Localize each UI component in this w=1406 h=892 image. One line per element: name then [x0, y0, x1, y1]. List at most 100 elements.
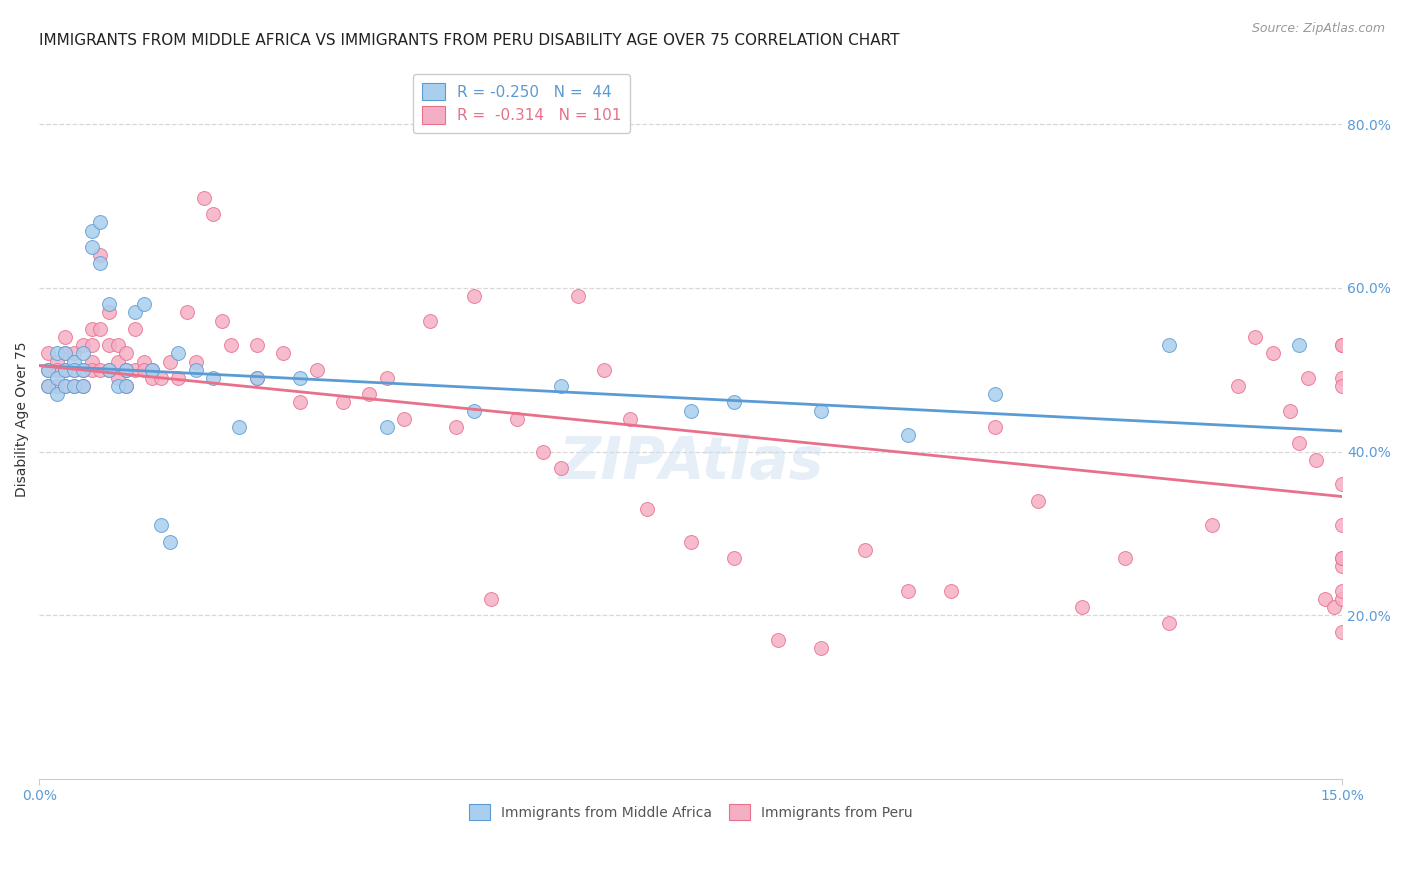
Point: [150, 518, 173, 533]
Point: [72, 362, 94, 376]
Point: [567, 289, 589, 303]
Point: [1227, 379, 1250, 393]
Point: [463, 403, 485, 417]
Point: [1331, 338, 1354, 352]
Point: [80, 362, 103, 376]
Point: [1157, 616, 1180, 631]
Point: [984, 420, 1007, 434]
Point: [550, 379, 572, 393]
Point: [810, 640, 832, 655]
Point: [115, 362, 138, 376]
Point: [72, 362, 94, 376]
Y-axis label: Disability Age Over 75: Disability Age Over 75: [15, 341, 30, 497]
Point: [245, 371, 267, 385]
Point: [55, 330, 77, 344]
Point: [1201, 518, 1223, 533]
Text: IMMIGRANTS FROM MIDDLE AFRICA VS IMMIGRANTS FROM PERU DISABILITY AGE OVER 75 COR: IMMIGRANTS FROM MIDDLE AFRICA VS IMMIGRA…: [39, 33, 900, 48]
Point: [1305, 452, 1327, 467]
Point: [479, 591, 502, 606]
Point: [202, 207, 225, 221]
Point: [63, 379, 86, 393]
Point: [72, 346, 94, 360]
Point: [984, 387, 1007, 401]
Point: [55, 346, 77, 360]
Point: [80, 322, 103, 336]
Point: [271, 346, 294, 360]
Point: [63, 354, 86, 368]
Point: [159, 534, 181, 549]
Point: [115, 379, 138, 393]
Point: [375, 420, 398, 434]
Point: [55, 346, 77, 360]
Point: [63, 362, 86, 376]
Point: [184, 354, 207, 368]
Point: [97, 305, 120, 319]
Point: [679, 403, 702, 417]
Point: [55, 362, 77, 376]
Point: [124, 322, 146, 336]
Point: [45, 379, 67, 393]
Point: [1331, 338, 1354, 352]
Point: [593, 362, 616, 376]
Point: [115, 346, 138, 360]
Point: [419, 313, 441, 327]
Point: [55, 379, 77, 393]
Point: [37, 379, 59, 393]
Point: [89, 256, 111, 270]
Point: [550, 461, 572, 475]
Point: [45, 354, 67, 368]
Point: [766, 632, 789, 647]
Point: [167, 346, 190, 360]
Point: [115, 362, 138, 376]
Point: [80, 354, 103, 368]
Point: [202, 371, 225, 385]
Point: [1313, 591, 1336, 606]
Legend: Immigrants from Middle Africa, Immigrants from Peru: Immigrants from Middle Africa, Immigrant…: [464, 799, 918, 826]
Point: [211, 313, 233, 327]
Point: [55, 379, 77, 393]
Point: [228, 420, 250, 434]
Point: [1296, 371, 1319, 385]
Point: [941, 583, 963, 598]
Point: [1331, 379, 1354, 393]
Point: [463, 289, 485, 303]
Point: [37, 362, 59, 376]
Point: [184, 362, 207, 376]
Point: [141, 362, 163, 376]
Point: [132, 354, 155, 368]
Point: [63, 379, 86, 393]
Point: [97, 338, 120, 352]
Point: [1244, 330, 1267, 344]
Point: [89, 322, 111, 336]
Point: [1157, 338, 1180, 352]
Point: [132, 297, 155, 311]
Point: [1331, 477, 1354, 491]
Point: [72, 338, 94, 352]
Point: [1331, 559, 1354, 574]
Point: [1114, 551, 1136, 566]
Point: [97, 362, 120, 376]
Point: [810, 403, 832, 417]
Point: [45, 362, 67, 376]
Point: [723, 551, 745, 566]
Point: [219, 338, 242, 352]
Point: [897, 428, 920, 442]
Point: [392, 412, 415, 426]
Point: [636, 501, 658, 516]
Point: [80, 240, 103, 254]
Point: [45, 371, 67, 385]
Point: [45, 346, 67, 360]
Point: [45, 387, 67, 401]
Point: [150, 371, 173, 385]
Point: [288, 395, 311, 409]
Point: [72, 379, 94, 393]
Point: [63, 346, 86, 360]
Point: [132, 362, 155, 376]
Point: [37, 362, 59, 376]
Point: [1288, 436, 1310, 450]
Point: [1070, 600, 1092, 615]
Point: [1261, 346, 1284, 360]
Point: [897, 583, 920, 598]
Point: [245, 338, 267, 352]
Point: [107, 371, 129, 385]
